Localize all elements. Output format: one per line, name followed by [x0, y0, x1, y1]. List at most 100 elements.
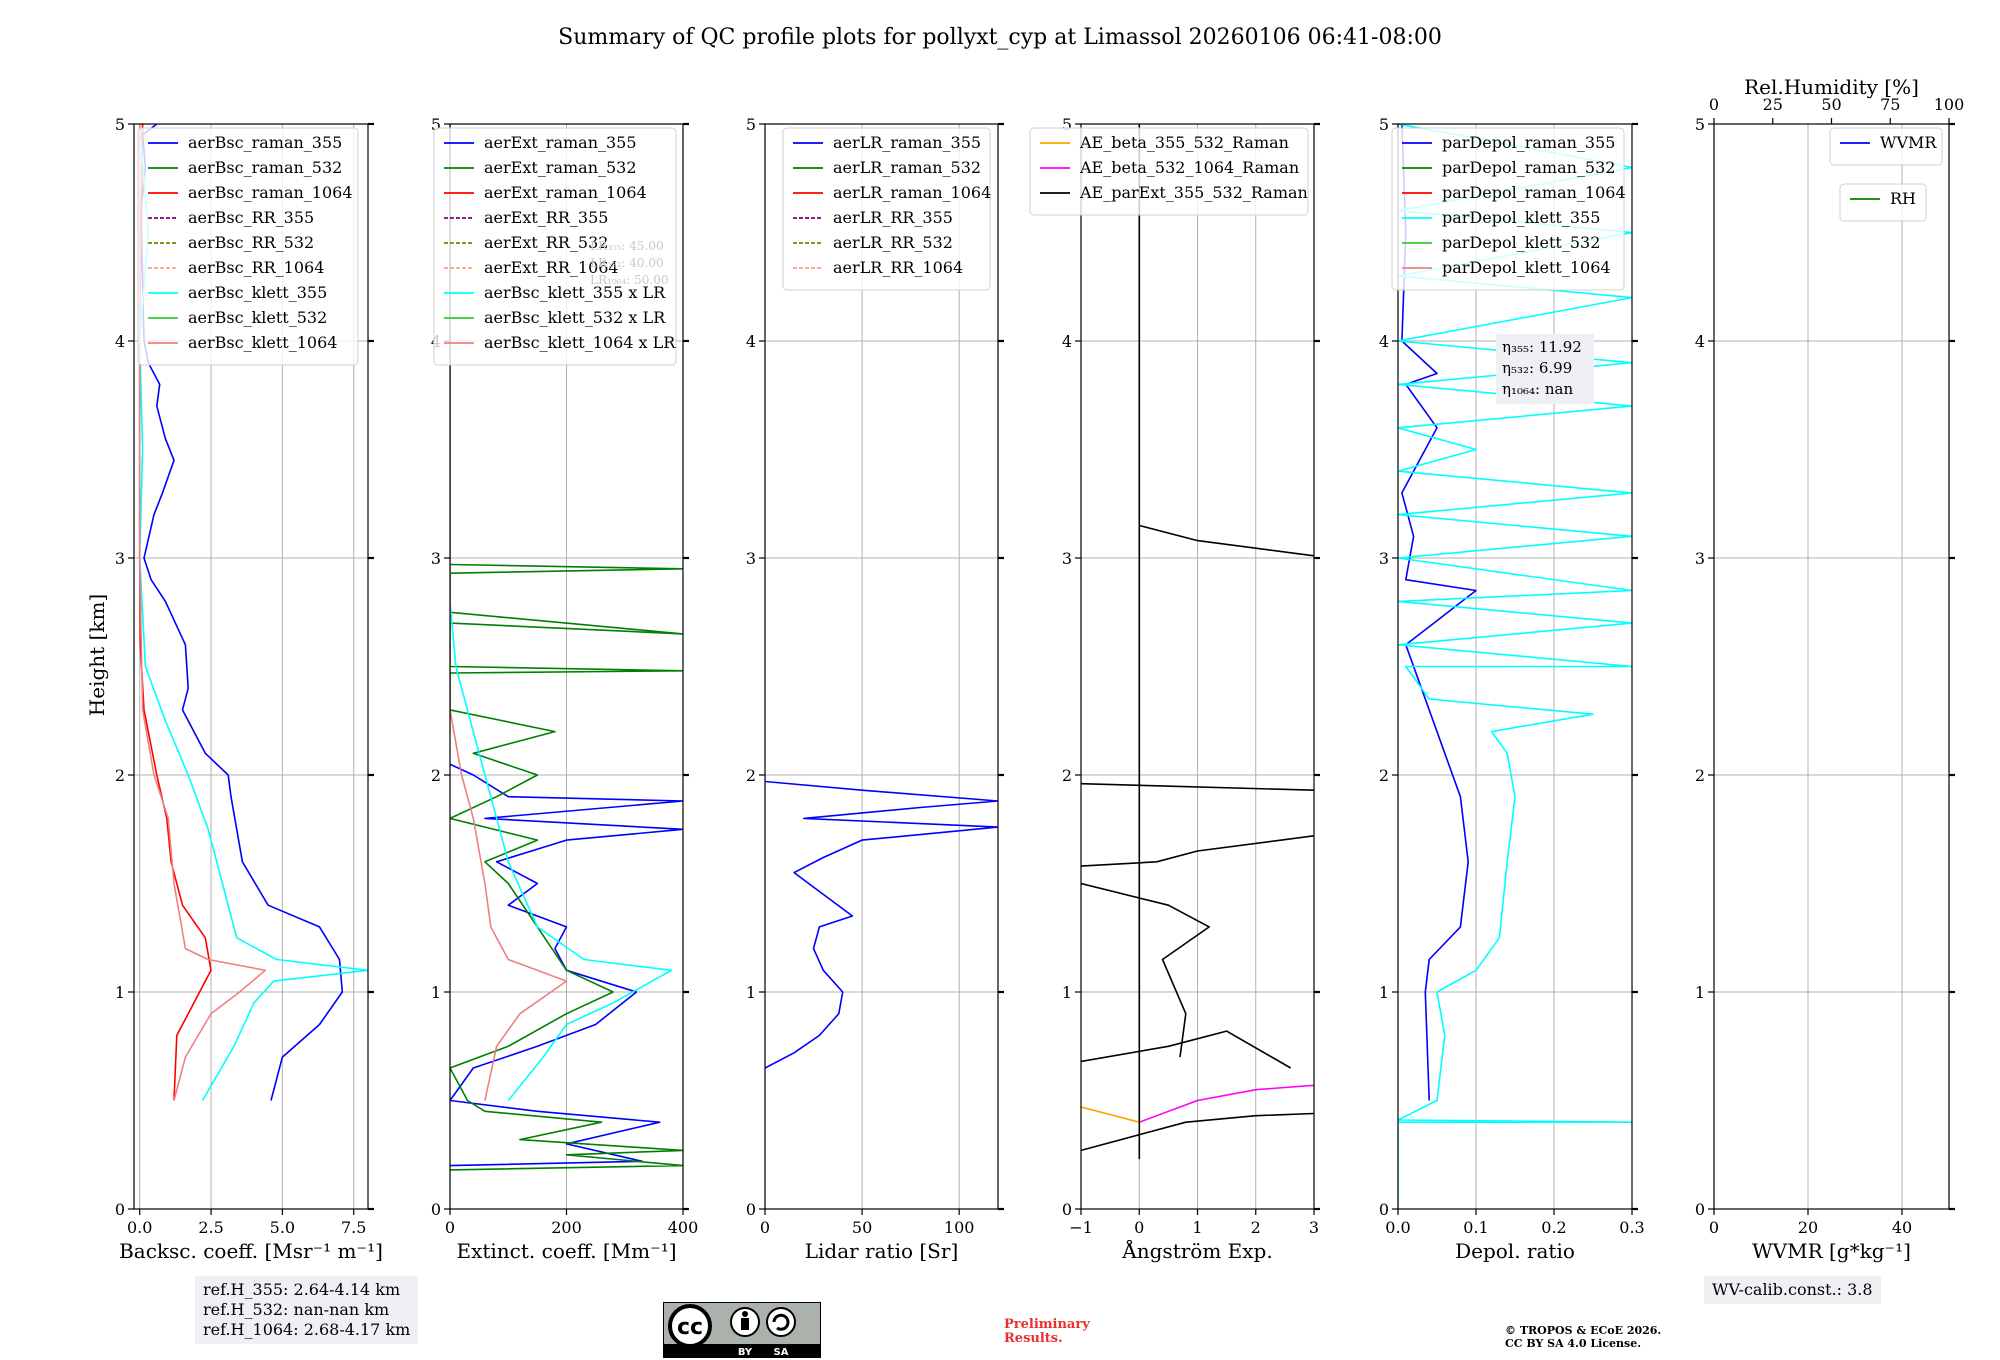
y-tick-label: 1: [431, 983, 441, 1002]
x-axis-label: Lidar ratio [Sr]: [805, 1239, 959, 1263]
copyright-line-1: © TROPOS & ECoE 2026.: [1505, 1324, 1662, 1337]
series-group: [765, 780, 998, 1069]
legend-label: WVMR: [1880, 133, 1937, 152]
legend-frame: [1829, 127, 1943, 166]
series-line-AE_parExt_355_532_Raman_f: [1081, 782, 1314, 791]
axes-frame: [1713, 123, 1950, 1210]
y-tick-label: 3: [1695, 549, 1705, 568]
y-axis-label: Height [km]: [85, 594, 109, 716]
series-group: [138, 124, 368, 1101]
x-tick-label: 1: [1192, 1218, 1202, 1237]
eta-line: η₃₅₅: 11.92: [1502, 338, 1582, 356]
series-line-AE_parExt_355_532_Raman_b: [1081, 1112, 1314, 1152]
panel-wv: 0 20 40 0 1 2 3 4 5 WVMR [g*kg⁻¹] 0 25 50 75 100 Rel.Hu…: [1695, 75, 1964, 1263]
y-tick-label: 3: [1379, 549, 1389, 568]
figure-title: Summary of QC profile plots for pollyxt_…: [558, 25, 1442, 50]
top-x-tick-label: 0: [1709, 95, 1719, 114]
panels: 0.0 2.5 5.0 7.5 0 1 2 3 4 5 Backsc. coeff. [Msr⁻¹ …: [115, 75, 1964, 1263]
legend-label: aerBsc_RR_1064: [188, 258, 324, 277]
legend-label: AE_beta_532_1064_Raman: [1079, 158, 1299, 177]
x-tick-label: 5.0: [270, 1218, 295, 1237]
x-tick-label: 0.2: [1541, 1218, 1566, 1237]
legend-label: aerBsc_klett_1064 x LR: [484, 333, 676, 352]
legend-frame: [433, 127, 677, 366]
x-tick-label: 0: [760, 1218, 770, 1237]
ref-height-532: ref.H_532: nan-nan km: [203, 1300, 390, 1319]
y-tick-label: 5: [115, 115, 125, 134]
x-axis-label: Extinct. coeff. [Mm⁻¹]: [456, 1239, 676, 1263]
x-tick-label: 20: [1798, 1218, 1818, 1237]
legend-frame: [782, 127, 991, 291]
copyright-note: © TROPOS & ECoE 2026. CC BY SA 4.0 Licen…: [1505, 1324, 1661, 1350]
eta-box: [1496, 334, 1594, 404]
cc-icon-text: cc: [677, 1315, 703, 1340]
copyright-line-2: CC BY SA 4.0 License.: [1505, 1337, 1642, 1350]
sa-label: SA: [774, 1347, 789, 1358]
panel-lr: 0 50 100 0 1 2 3 4 5 Lidar ratio [Sr] aerLR_raman_…: [746, 115, 1004, 1263]
lr-annotation: LR₅₃₂: 40.00: [590, 256, 664, 270]
series-line-AE_beta_355_532_Raman: [1081, 1106, 1140, 1123]
wv-calib-const: WV-calib.const.: 3.8: [1712, 1280, 1873, 1299]
y-tick-label: 5: [1695, 115, 1705, 134]
axes-frame: [764, 123, 999, 1210]
legend: aerBsc_raman_355 aerBsc_raman_532 aerBsc_r…: [137, 127, 359, 366]
series-line-AE_parExt_355_532_Raman_g: [1139, 524, 1314, 557]
x-tick-label: 2: [1251, 1218, 1261, 1237]
x-tick-label: 3: [1309, 1218, 1319, 1237]
x-axis-label: Backsc. coeff. [Msr⁻¹ m⁻¹]: [119, 1239, 383, 1263]
x-tick-label: 2.5: [198, 1218, 223, 1237]
y-tick-label: 3: [115, 549, 125, 568]
y-tick-label: 2: [431, 766, 441, 785]
eta-annotation: η₃₅₅: 11.92 η₅₃₂: 6.99 η₁₀₆₄: nan: [1496, 334, 1594, 404]
y-tick-label: 1: [1379, 983, 1389, 1002]
y-tick-label: 0: [1062, 1200, 1072, 1219]
y-tick-label: 1: [1062, 983, 1072, 1002]
y-tick-label: 0: [746, 1200, 756, 1219]
legend-frame: [1839, 183, 1927, 222]
legend-label: parDepol_raman_1064: [1442, 183, 1626, 202]
legend-label: aerLR_raman_532: [833, 158, 981, 177]
y-tick-label: 3: [1062, 549, 1072, 568]
legend-label: aerBsc_klett_355 x LR: [484, 283, 666, 302]
legend: parDepol_raman_355 parDepol_raman_532 parD…: [1391, 127, 1626, 291]
ref-height-355: ref.H_355: 2.64-4.14 km: [203, 1280, 401, 1299]
eta-line: η₁₀₆₄: nan: [1502, 380, 1573, 398]
y-tick-label: 2: [1062, 766, 1072, 785]
legend-label: aerBsc_raman_355: [188, 133, 342, 152]
top-x-axis-label: Rel.Humidity [%]: [1744, 75, 1919, 99]
legend-label: aerLR_RR_1064: [833, 258, 963, 277]
series-line-AE_parExt_355_532_Raman_d: [1081, 882, 1210, 1058]
x-tick-label: 200: [551, 1218, 582, 1237]
y-tick-label: 0: [115, 1200, 125, 1219]
x-tick-label: 0.0: [127, 1218, 152, 1237]
x-tick-label: −1: [1069, 1218, 1093, 1237]
y-tick-label: 0: [1695, 1200, 1705, 1219]
legend-label: aerExt_raman_355: [484, 133, 637, 152]
legend-label: parDepol_raman_355: [1442, 133, 1615, 152]
panel-bsc: 0.0 2.5 5.0 7.5 0 1 2 3 4 5 Backsc. coeff. [Msr⁻¹ …: [115, 115, 383, 1263]
cc-by-sa-badge: cc BY SA: [663, 1302, 821, 1358]
x-axis-label: Ångström Exp.: [1121, 1238, 1272, 1263]
ref-height-1064: ref.H_1064: 2.68-4.17 km: [203, 1320, 411, 1339]
y-tick-label: 2: [115, 766, 125, 785]
by-label: BY: [738, 1347, 753, 1358]
y-tick-label: 0: [431, 1200, 441, 1219]
preliminary-note: Preliminary Results.: [1004, 1318, 1090, 1346]
lr-annotation: LR₃₅₅: 45.00: [590, 239, 664, 253]
top-x-tick-label: 25: [1763, 95, 1783, 114]
eta-line: η₅₃₂: 6.99: [1502, 359, 1572, 377]
series-line-AE_parExt_355_532_Raman_e: [1081, 835, 1314, 867]
y-tick-label: 2: [1695, 766, 1705, 785]
x-tick-label: 0.0: [1385, 1218, 1410, 1237]
y-tick-label: 5: [746, 115, 756, 134]
series-group: [1398, 124, 1632, 1209]
legend-label: aerExt_RR_1064: [484, 258, 619, 277]
legend-label: aerExt_raman_532: [484, 158, 637, 177]
preliminary-line-2: Results.: [1004, 1331, 1063, 1346]
legend-frame: [1391, 127, 1625, 291]
cc-icon: [668, 1304, 712, 1348]
y-tick-label: 4: [1695, 332, 1705, 351]
y-tick-label: 4: [1379, 332, 1389, 351]
legend-label: aerBsc_klett_532 x LR: [484, 308, 666, 327]
